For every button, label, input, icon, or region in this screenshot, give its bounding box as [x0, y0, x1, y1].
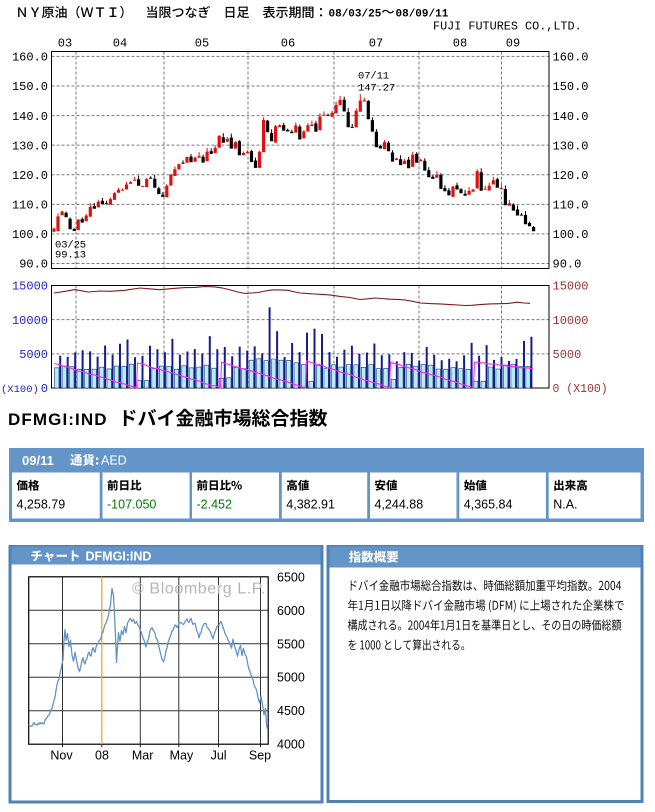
- svg-text:4,382.91: 4,382.91: [286, 498, 335, 512]
- svg-text:DFMGI:IND: DFMGI:IND: [86, 550, 152, 564]
- svg-text:Mar: Mar: [132, 749, 154, 763]
- svg-text:130.0: 130.0: [12, 139, 48, 153]
- svg-text:110.0: 110.0: [12, 199, 48, 213]
- svg-text:100.0: 100.0: [12, 228, 48, 242]
- svg-text:4,365.84: 4,365.84: [464, 498, 513, 512]
- svg-text:Nov: Nov: [50, 749, 73, 763]
- svg-text:N.A.: N.A.: [553, 498, 577, 512]
- svg-text:6500: 6500: [277, 570, 305, 584]
- svg-text:4000: 4000: [277, 738, 305, 752]
- svg-text:09: 09: [506, 37, 520, 51]
- svg-text:130.0: 130.0: [553, 139, 589, 153]
- svg-text:5500: 5500: [277, 637, 305, 651]
- svg-text:0: 0: [41, 382, 48, 396]
- svg-text:(X100): (X100): [1, 384, 39, 396]
- svg-text:4500: 4500: [277, 704, 305, 718]
- svg-text:6000: 6000: [277, 604, 305, 618]
- svg-text:160.0: 160.0: [12, 51, 48, 65]
- svg-text:08/03/25: 08/03/25: [329, 9, 382, 21]
- svg-text:90.0: 90.0: [19, 258, 48, 272]
- svg-text:06: 06: [281, 37, 295, 51]
- svg-text:5000: 5000: [277, 671, 305, 685]
- svg-text:147.27: 147.27: [358, 83, 395, 95]
- svg-text:100.0: 100.0: [553, 228, 589, 242]
- svg-text:120.0: 120.0: [553, 169, 589, 183]
- svg-text:May: May: [170, 749, 194, 763]
- svg-text:5000: 5000: [553, 348, 582, 362]
- svg-text:-2.452: -2.452: [197, 498, 232, 512]
- svg-text:4,244.88: 4,244.88: [375, 498, 424, 512]
- svg-text:07/11: 07/11: [358, 71, 389, 83]
- svg-text:-107.050: -107.050: [107, 498, 156, 512]
- svg-text:AED: AED: [101, 454, 127, 468]
- svg-text:90.0: 90.0: [553, 258, 582, 272]
- svg-text:09/11: 09/11: [22, 453, 54, 468]
- svg-text:150.0: 150.0: [553, 80, 589, 94]
- svg-text:Jul: Jul: [211, 749, 227, 763]
- svg-text:99.13: 99.13: [55, 250, 86, 262]
- svg-text:140.0: 140.0: [12, 110, 48, 124]
- svg-text:15000: 15000: [553, 280, 589, 294]
- svg-text:05: 05: [195, 37, 209, 51]
- svg-text:0 (X100): 0 (X100): [553, 383, 608, 396]
- svg-text:10000: 10000: [553, 314, 589, 328]
- svg-text:5000: 5000: [19, 348, 48, 362]
- svg-text:150.0: 150.0: [12, 80, 48, 94]
- svg-text:FUJI FUTURES CO.,LTD.: FUJI FUTURES CO.,LTD.: [433, 19, 582, 33]
- svg-text:15000: 15000: [12, 280, 48, 294]
- svg-text:04: 04: [113, 37, 127, 51]
- svg-text:07: 07: [369, 37, 383, 51]
- svg-text:08: 08: [95, 749, 109, 763]
- svg-text:140.0: 140.0: [553, 110, 589, 124]
- svg-text:120.0: 120.0: [12, 169, 48, 183]
- svg-text:03/25: 03/25: [55, 240, 86, 252]
- svg-text:160.0: 160.0: [553, 51, 589, 65]
- svg-text:08: 08: [453, 37, 467, 51]
- svg-text:10000: 10000: [12, 314, 48, 328]
- svg-text:03: 03: [58, 37, 72, 51]
- svg-text:4,258.79: 4,258.79: [17, 498, 66, 512]
- svg-text:Sep: Sep: [249, 749, 271, 763]
- svg-text:110.0: 110.0: [553, 199, 589, 213]
- svg-text:08/09/11: 08/09/11: [396, 9, 449, 21]
- svg-text:DFMGI:IND: DFMGI:IND: [8, 410, 108, 429]
- svg-text:© Bloomberg L.P.: © Bloomberg L.P.: [132, 581, 266, 598]
